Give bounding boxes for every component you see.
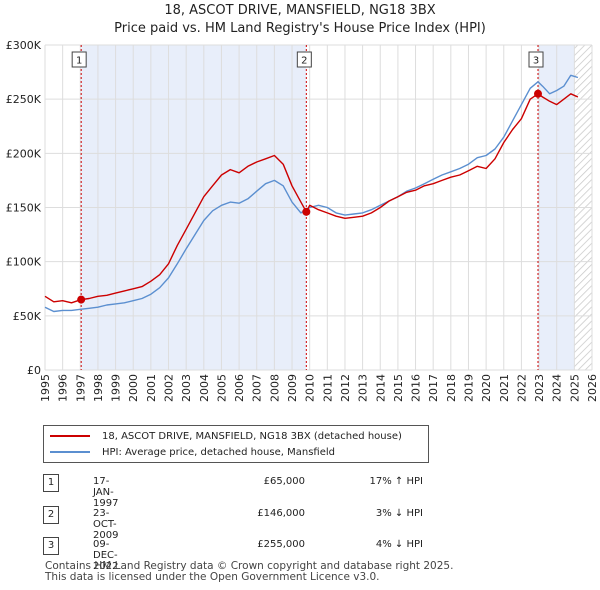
x-tick-label: 2008 bbox=[268, 374, 281, 402]
x-tick-label: 2003 bbox=[180, 374, 193, 402]
x-tick-label: 1996 bbox=[57, 374, 70, 402]
footer-line2: This data is licensed under the Open Gov… bbox=[45, 571, 380, 583]
hpi-series-line bbox=[44, 74, 579, 313]
x-tick-label: 2016 bbox=[410, 374, 423, 402]
price-chart: £0 £50K £100K £150K £200K £250K £300K 1995 1996 1… bbox=[6, 39, 599, 402]
x-tick-label: 2004 bbox=[198, 374, 211, 402]
x-tick-label: 2002 bbox=[163, 374, 176, 402]
x-tick-label: 2001 bbox=[145, 374, 158, 402]
x-tick-label: 2010 bbox=[304, 374, 317, 402]
sale-date: 09-DEC-2022 bbox=[93, 539, 119, 572]
x-tick-label: 2021 bbox=[498, 374, 511, 402]
footer-attribution: Contains HM Land Registry data © Crown c… bbox=[45, 561, 453, 583]
x-tick-label: 2005 bbox=[215, 374, 228, 402]
footer-line1: Contains HM Land Registry data © Crown c… bbox=[45, 560, 454, 572]
x-tick-label: 2007 bbox=[251, 374, 264, 402]
sale-hpi-diff: 4% ↓ HPI bbox=[375, 539, 423, 550]
sale-price: £146,000 bbox=[257, 508, 305, 519]
x-tick-label: 2024 bbox=[551, 374, 564, 402]
x-tick-label: 2020 bbox=[480, 374, 493, 402]
sale-price: £255,000 bbox=[257, 539, 305, 550]
x-tick-label: 2026 bbox=[586, 374, 599, 402]
x-tick-label: 1998 bbox=[92, 374, 105, 402]
y-tick-label: £200K bbox=[6, 147, 42, 160]
x-tick-label: 2006 bbox=[233, 374, 246, 402]
sale-number-badge: 1 bbox=[43, 474, 59, 492]
x-tick-label: 2000 bbox=[127, 374, 140, 402]
y-tick-label: £250K bbox=[6, 93, 42, 106]
legend-label-hpi: HPI: Average price, detached house, Mans… bbox=[102, 446, 335, 458]
property-series-line bbox=[44, 93, 579, 304]
chart-title-line1: 18, ASCOT DRIVE, MANSFIELD, NG18 3BX bbox=[164, 3, 436, 18]
y-tick-label: £0 bbox=[27, 364, 41, 377]
sale-label-box bbox=[71, 51, 87, 68]
sale-date: 23-OCT-2009 bbox=[93, 508, 119, 541]
x-tick-label: 2023 bbox=[533, 374, 546, 402]
x-tick-label: 2025 bbox=[568, 374, 581, 402]
sale-number-badge: 2 bbox=[43, 506, 59, 524]
y-tick-label: £50K bbox=[13, 310, 42, 323]
sale-point bbox=[77, 295, 86, 304]
sale-price: £65,000 bbox=[263, 476, 305, 487]
x-tick-label: 2009 bbox=[286, 374, 299, 402]
legend-item-property: 18, ASCOT DRIVE, MANSFIELD, NG18 3BX (de… bbox=[50, 429, 402, 443]
sale-point bbox=[302, 207, 311, 216]
sale-label-number: 2 bbox=[301, 56, 307, 67]
legend-item-hpi: HPI: Average price, detached house, Mans… bbox=[50, 445, 335, 459]
x-tick-label: 2011 bbox=[321, 374, 334, 402]
sale-hpi-diff: 3% ↓ HPI bbox=[375, 508, 423, 519]
sale-point bbox=[534, 89, 543, 98]
x-tick-label: 2012 bbox=[339, 374, 352, 402]
y-tick-label: £300K bbox=[6, 39, 42, 52]
chart-title-line2: Price paid vs. HM Land Registry's House … bbox=[114, 21, 486, 36]
x-tick-label: 2022 bbox=[515, 374, 528, 402]
x-tick-label: 2014 bbox=[374, 374, 387, 402]
x-tick-label: 1999 bbox=[110, 374, 123, 402]
sale-label-number: 1 bbox=[76, 56, 82, 67]
legend-label-property: 18, ASCOT DRIVE, MANSFIELD, NG18 3BX (de… bbox=[102, 430, 402, 442]
sale-date: 17-JAN-1997 bbox=[93, 476, 119, 509]
sale-label-box bbox=[296, 51, 312, 68]
y-tick-label: £150K bbox=[6, 202, 42, 215]
x-tick-label: 2018 bbox=[445, 374, 458, 402]
x-tick-label: 1997 bbox=[74, 374, 87, 402]
x-tick-label: 2013 bbox=[357, 374, 370, 402]
x-tick-label: 2019 bbox=[462, 374, 475, 402]
legend-line-hpi bbox=[50, 451, 90, 453]
chart-legend: 18, ASCOT DRIVE, MANSFIELD, NG18 3BX (de… bbox=[43, 425, 429, 463]
sale-label-box bbox=[528, 51, 544, 68]
legend-line-property bbox=[50, 435, 90, 437]
x-tick-label: 2015 bbox=[392, 374, 405, 402]
x-tick-label: 2017 bbox=[427, 374, 440, 402]
sale-number-badge: 3 bbox=[43, 537, 59, 555]
sale-label-number: 3 bbox=[533, 56, 539, 67]
y-tick-label: £100K bbox=[6, 256, 42, 269]
sale-hpi-diff: 17% ↑ HPI bbox=[369, 476, 423, 487]
x-tick-label: 1995 bbox=[39, 374, 52, 402]
